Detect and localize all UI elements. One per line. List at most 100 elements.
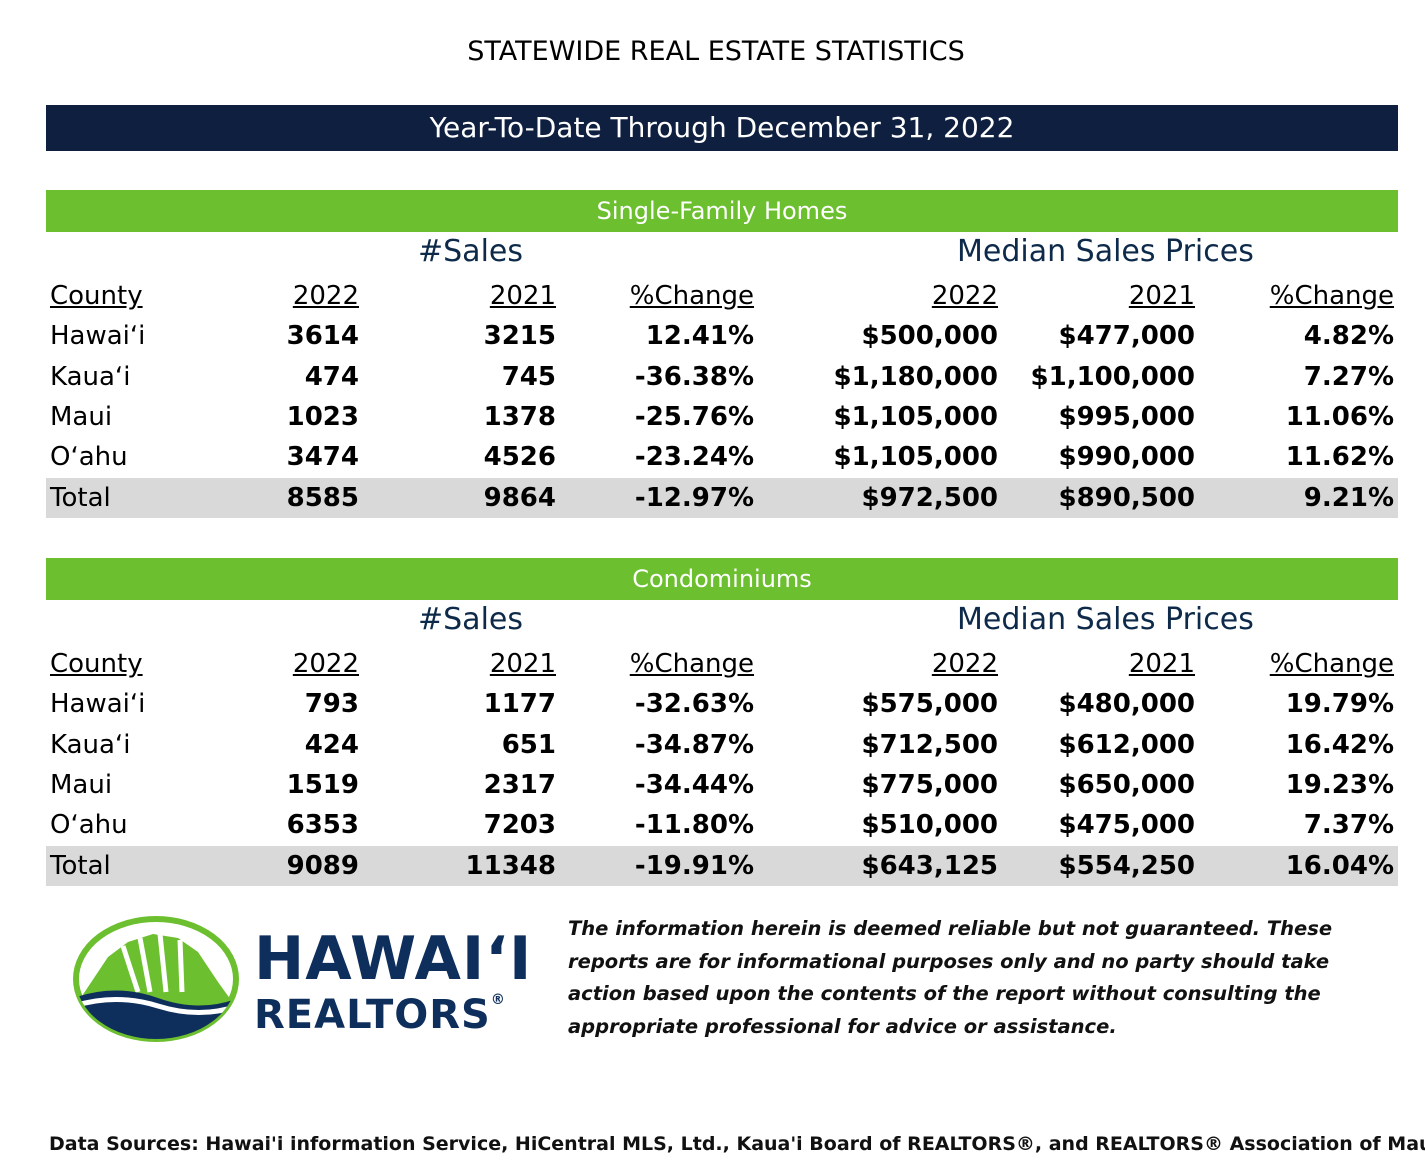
sales-2022-cell: 793 [304,689,359,720]
page-title: STATEWIDE REAL ESTATE STATISTICS [467,36,965,67]
sales-2021-cell: 1177 [483,689,556,720]
price-group-label: Median Sales Prices [957,602,1254,637]
sales-2022-cell: 3614 [286,321,359,352]
sales-2022-cell: 8585 [162,477,363,518]
column-group-row: #Sales Median Sales Prices [46,232,1398,276]
county-cell: Hawaiʻi [50,321,146,352]
sales-change-cell: -34.44% [634,769,754,800]
sales-2022-cell: 9089 [162,845,363,886]
county-cell: Kauaʻi [50,729,131,760]
hawaii-realtors-logo: HAWAIʻI REALTORS® [68,912,538,1047]
sales-2022-header: 2022 [292,649,359,679]
logo-realtors-text: REALTORS [254,992,491,1038]
sales-change-cell: -11.80% [634,810,754,841]
price-change-cell: 16.42% [1285,729,1394,760]
sales-group-label: #Sales [418,234,523,269]
table-row: Maui 1519 2317 -34.44% $775,000 $650,000 19.23… [46,765,1398,805]
price-group-label: Median Sales Prices [957,234,1254,269]
total-row: Total 9089 11348 -19.91% $643,125 $554,250 16.… [46,845,1398,886]
table-row: Kauaʻi 474 745 -36.38% $1,180,000 $1,100,000 7… [46,356,1398,396]
price-2021-cell: $990,000 [1058,442,1195,473]
price-2022-cell: $1,105,000 [833,442,998,473]
sales-2021-cell: 1378 [483,401,556,432]
sales-2021-header: 2021 [489,281,556,311]
county-cell: Kauaʻi [50,361,131,392]
price-2021-cell: $650,000 [1058,769,1195,800]
price-change-cell: 7.37% [1303,810,1394,841]
price-change-header: %Change [1269,281,1394,311]
price-change-cell: 11.06% [1285,401,1394,432]
sales-2021-cell: 745 [501,361,556,392]
price-2022-cell: $575,000 [861,689,998,720]
county-cell: Maui [50,769,113,800]
header-row: County 2022 2021 %Change 2022 2021 %Chan… [46,644,1398,684]
condominiums-section: Condominiums #Sales Median Sales Prices … [46,558,1398,886]
sales-2022-cell: 474 [304,361,359,392]
sales-change-cell: -32.63% [634,689,754,720]
county-cell: Total [46,845,162,886]
sales-2022-cell: 6353 [286,810,359,841]
price-2022-cell: $510,000 [861,810,998,841]
sales-2021-header: 2021 [489,649,556,679]
table-row: Oʻahu 3474 4526 -23.24% $1,105,000 $990,000 11… [46,437,1398,477]
sales-change-cell: -12.97% [560,477,758,518]
sales-change-cell: 12.41% [645,321,754,352]
sales-2021-cell: 7203 [483,810,556,841]
sales-change-header: %Change [629,649,754,679]
sales-change-cell: -19.91% [560,845,758,886]
sales-group-label: #Sales [418,602,523,637]
sales-2021-cell: 3215 [483,321,556,352]
county-header: County [50,649,143,679]
price-2021-header: 2021 [1128,281,1195,311]
price-2022-cell: $972,500 [758,477,1002,518]
disclaimer-text: The information herein is deemed reliabl… [568,917,1333,1038]
single-family-section: Single-Family Homes #Sales Median Sales … [46,190,1398,518]
county-cell: Hawaiʻi [50,689,146,720]
price-2021-cell: $475,000 [1058,810,1195,841]
sales-2021-cell: 651 [501,729,556,760]
table-row: Oʻahu 6353 7203 -11.80% $510,000 $475,000 7.37… [46,805,1398,845]
data-sources-text: Data Sources: Hawai'i information Servic… [49,1133,1425,1155]
price-change-cell: 9.21% [1199,477,1398,518]
county-cell: Total [46,477,162,518]
county-header: County [50,281,143,311]
table-row: Hawaiʻi 3614 3215 12.41% $500,000 $477,000 4.8… [46,316,1398,356]
sales-2022-cell: 1519 [286,769,359,800]
section-title: Single-Family Homes [46,190,1398,232]
price-2022-cell: $1,105,000 [833,401,998,432]
price-2021-cell: $554,250 [1002,845,1199,886]
stats-table: County 2022 2021 %Change 2022 2021 %Chan… [46,276,1398,518]
price-2021-cell: $477,000 [1058,321,1195,352]
sales-change-cell: -36.38% [634,361,754,392]
price-2022-cell: $1,180,000 [833,361,998,392]
price-2022-header: 2022 [931,649,998,679]
county-cell: Maui [50,401,113,432]
registered-mark: ® [490,992,506,1008]
county-cell: Oʻahu [50,442,128,473]
price-change-cell: 19.79% [1285,689,1394,720]
sales-2022-cell: 1023 [286,401,359,432]
sales-2021-cell: 4526 [483,442,556,473]
county-cell: Oʻahu [50,810,128,841]
sales-change-cell: -23.24% [634,442,754,473]
sales-2022-header: 2022 [292,281,359,311]
price-2021-header: 2021 [1128,649,1195,679]
price-2022-header: 2022 [931,281,998,311]
price-change-cell: 19.23% [1285,769,1394,800]
price-2021-cell: $480,000 [1058,689,1195,720]
price-2022-cell: $500,000 [861,321,998,352]
sales-2021-cell: 2317 [483,769,556,800]
price-change-cell: 11.62% [1285,442,1394,473]
price-2022-cell: $643,125 [758,845,1002,886]
table-row: Maui 1023 1378 -25.76% $1,105,000 $995,000 11.… [46,397,1398,437]
price-change-cell: 4.82% [1303,321,1394,352]
sales-2021-cell: 9864 [363,477,560,518]
stats-table: County 2022 2021 %Change 2022 2021 %Chan… [46,644,1398,886]
logo-mountain-icon [73,916,239,1042]
header-row: County 2022 2021 %Change 2022 2021 %Chan… [46,276,1398,316]
logo-text-line2: REALTORS® [254,992,506,1038]
price-2022-cell: $775,000 [861,769,998,800]
sales-2021-cell: 11348 [363,845,560,886]
sales-change-header: %Change [629,281,754,311]
table-row: Kauaʻi 424 651 -34.87% $712,500 $612,000 16.42… [46,724,1398,764]
